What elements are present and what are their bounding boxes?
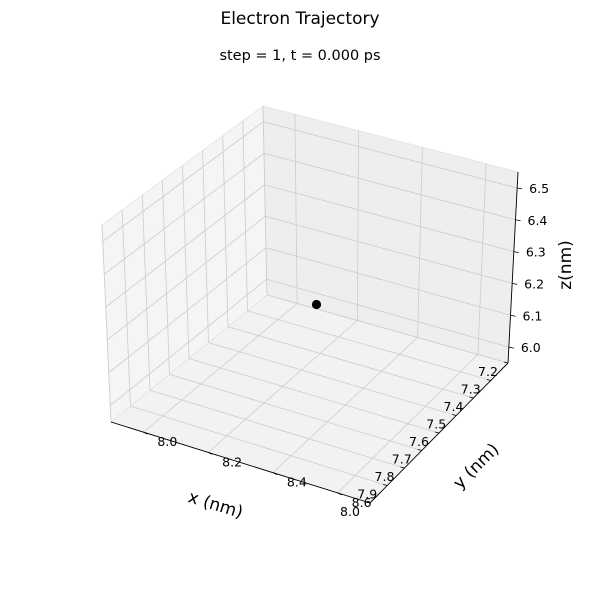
x-tick-mark [434, 431, 440, 434]
x-tick-label: 7.9 [357, 487, 377, 502]
y-grid-line [207, 320, 358, 453]
x-grid-line [130, 405, 388, 486]
y-grid-line [477, 163, 487, 355]
y-grid-line [294, 114, 298, 304]
chart-title: Electron Trajectory [220, 9, 380, 29]
data-points [311, 299, 322, 310]
x-grid-line [266, 294, 509, 364]
x-grid-line [202, 150, 209, 343]
z-tick-mark [513, 251, 519, 253]
x-grid-line [141, 195, 151, 391]
x-grid-line [149, 389, 405, 469]
x-grid-line [188, 358, 440, 434]
x-tick-label: 7.4 [444, 399, 464, 414]
y-grid-line [417, 147, 423, 338]
x-grid-line [182, 165, 190, 359]
z-grid-line [265, 215, 513, 284]
z-tick-label: 6.1 [523, 308, 543, 323]
axis-ticks: 7.2 7.3 7.4 7.5 7.6 7.7 7.8 7.9 8.0 8.0 8.2 8.4 8.6 6… [143, 181, 549, 519]
x-tick-label: 7.7 [392, 452, 412, 467]
z-tick-mark [515, 219, 521, 222]
x-tick-mark [469, 396, 474, 399]
x-tick-label: 8.0 [340, 504, 360, 519]
z-grid-line [264, 184, 514, 252]
z-tick-label: 6.5 [529, 181, 549, 196]
z-tick-label: 6.3 [526, 245, 546, 260]
z-grid-line [265, 247, 511, 316]
x-grid-line [262, 105, 268, 296]
x-tick-label: 7.8 [375, 469, 395, 484]
x-tick-mark [400, 466, 405, 469]
z-grid-line [263, 152, 516, 221]
y-axis-label: y (nm) [450, 440, 504, 494]
x-grid-line [101, 224, 112, 423]
x-tick-label: 7.2 [478, 364, 498, 379]
y-tick-label: 8.6 [352, 495, 372, 510]
z-tick-label: 6.0 [521, 340, 541, 355]
x-tick-label: 7.3 [461, 382, 481, 397]
x-grid-line [121, 210, 131, 407]
y-tick-label: 8.4 [287, 475, 307, 490]
z-grid-line [263, 121, 518, 189]
y-tick-mark [207, 452, 213, 455]
x-tick-mark [452, 414, 457, 416]
x-tick-label: 7.6 [409, 434, 429, 449]
x-grid-line [227, 326, 474, 399]
y-grid-line [272, 337, 418, 473]
z-tick-label: 6.2 [524, 276, 544, 291]
grid-lines [101, 105, 518, 504]
y-tick-mark [272, 472, 278, 475]
z-grid-line [109, 278, 267, 406]
z-tick-mark [512, 283, 518, 285]
x-grid-line [208, 342, 457, 416]
z-grid-line [266, 278, 509, 348]
z-tick-label: 6.4 [528, 213, 548, 228]
x-axis-line [110, 421, 371, 504]
x-tick-mark [383, 484, 388, 486]
y-grid-line [356, 130, 360, 321]
y-grid-line [337, 354, 479, 494]
z-grid-line [108, 247, 267, 374]
electron-point [311, 299, 322, 310]
z-tick-mark [517, 187, 523, 190]
z-grid-line [107, 215, 266, 341]
z-tick-mark [508, 346, 514, 349]
z-grid-line [104, 152, 265, 275]
y-tick-mark [143, 431, 148, 435]
z-grid-line [105, 184, 265, 308]
z-tick-mark [510, 314, 516, 317]
x-tick-mark [486, 379, 491, 381]
y-tick-label: 8.2 [222, 454, 242, 469]
x-tick-mark [503, 361, 509, 364]
x-grid-line [242, 120, 248, 311]
chart-subtitle: step = 1, t = 0.000 ps [219, 48, 381, 64]
x-tick-mark [365, 501, 371, 504]
x-axis-label: x (nm) [186, 487, 245, 523]
x-grid-line [222, 135, 229, 327]
z-axis-label: z(nm) [556, 240, 576, 290]
x-grid-line [161, 180, 170, 375]
z-grid-line [102, 121, 264, 242]
y-grid-line [143, 303, 298, 433]
z-axis-line [507, 171, 519, 364]
x-tick-mark [417, 449, 422, 451]
x-grid-line [247, 310, 491, 381]
x-grid-line [169, 373, 422, 451]
x-tick-label: 7.5 [426, 417, 446, 432]
y-tick-label: 8.0 [157, 434, 177, 449]
y-tick-mark [337, 492, 342, 496]
